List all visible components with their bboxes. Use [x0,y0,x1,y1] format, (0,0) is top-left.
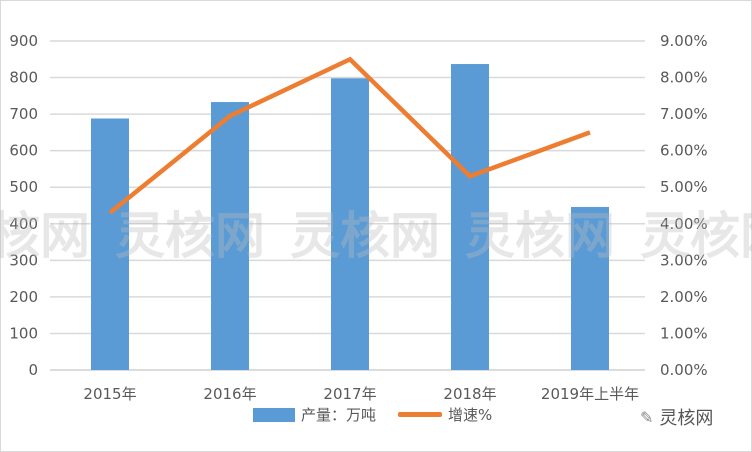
legend-swatch-bar [253,407,295,422]
x-tick-label: 2018年 [443,385,496,403]
bar [571,206,609,370]
watermark: 灵核网 [465,207,615,265]
y-tick-label: 600 [9,142,38,160]
bar [331,78,369,370]
logo-text: 灵核网 [659,408,714,429]
y2-tick-label: 7.00% [660,105,708,123]
wechat-icon: ✎ [640,407,654,427]
watermark: 灵核网 [640,207,752,265]
x-tick-label: 2015年 [83,385,136,403]
y2-tick-label: 1.00% [660,324,708,342]
y-tick-label: 0 [28,361,38,379]
legend: 产量：万吨 增速% [0,404,752,428]
y2-tick-label: 0.00% [660,361,708,379]
bar [211,102,249,370]
y-tick-label: 200 [9,288,38,306]
watermark: 灵核网 [0,207,90,265]
legend-label-production: 产量：万吨 [301,406,377,424]
y2-tick-label: 8.00% [660,69,708,87]
bar [451,64,489,370]
watermark: 灵核网 [290,207,440,265]
y2-tick-label: 6.00% [660,142,708,160]
y-tick-label: 900 [9,32,38,50]
legend-item-production: 产量：万吨 [253,404,376,425]
wechat-logo: ✎ 灵核网 [640,404,713,430]
x-tick-label: 2019年上半年 [541,385,639,403]
watermark: 灵核网 [115,207,265,265]
y2-tick-label: 5.00% [660,178,708,196]
y-tick-label: 700 [9,105,38,123]
y2-tick-label: 2.00% [660,288,708,306]
y-tick-label: 300 [9,251,38,269]
y-tick-label: 800 [9,69,38,87]
y-tick-label: 400 [9,215,38,233]
y-tick-label: 500 [9,178,38,196]
x-tick-label: 2016年 [203,385,256,403]
y-tick-label: 100 [9,324,38,342]
y2-tick-label: 9.00% [660,32,708,50]
legend-label-growth: 增速% [448,406,493,424]
y2-tick-label: 4.00% [660,215,708,233]
legend-swatch-line [398,412,442,417]
legend-item-growth: 增速% [398,404,492,425]
x-tick-label: 2017年 [323,385,376,403]
bar [91,118,129,371]
y2-tick-label: 3.00% [660,251,708,269]
